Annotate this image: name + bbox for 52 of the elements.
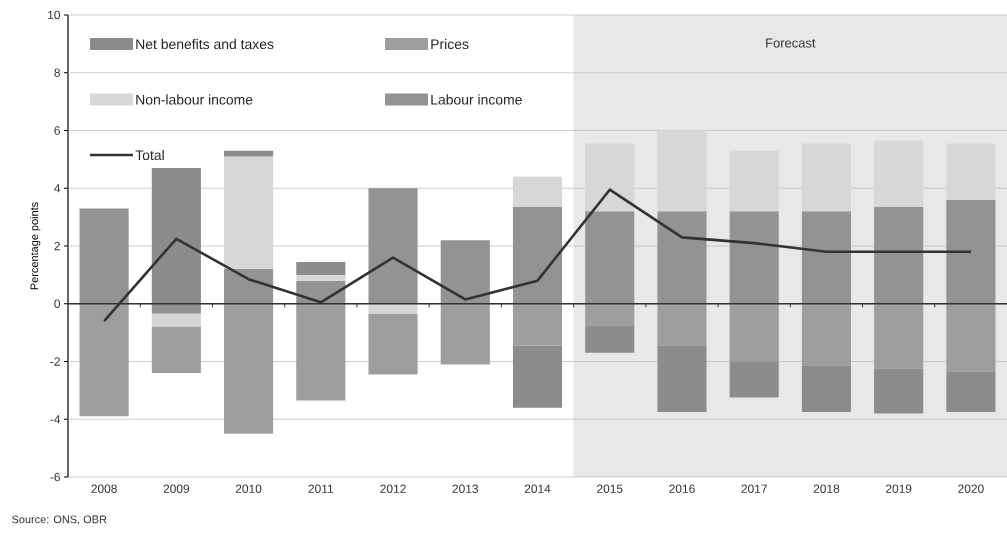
- bar: [151, 313, 201, 327]
- y-tick-label: 4: [54, 184, 61, 193]
- bar: [801, 143, 851, 212]
- x-tick-label: 2018: [813, 484, 840, 493]
- bar: [946, 143, 996, 200]
- y-tick-label: -2: [50, 357, 60, 366]
- bar: [729, 150, 779, 212]
- x-tick-label: 2009: [163, 484, 190, 493]
- bar: [296, 274, 346, 281]
- legend-label: Total: [135, 149, 164, 161]
- bar: [151, 326, 201, 374]
- bar: [224, 156, 274, 270]
- legend-label: Labour income: [431, 94, 522, 105]
- y-tick-label: 6: [54, 126, 60, 135]
- y-tick-label: 8: [54, 68, 60, 77]
- y-tick-label: -6: [50, 472, 60, 482]
- bar: [729, 361, 779, 398]
- legend-label: Net benefits and taxes: [136, 38, 274, 50]
- bar: [585, 143, 635, 212]
- legend-label: Non-labour income: [136, 94, 253, 105]
- x-tick-label: 2010: [235, 484, 262, 493]
- band-label: Forecast: [766, 38, 816, 48]
- x-tick-label: 2017: [741, 484, 767, 493]
- y-tick-label: 2: [54, 241, 60, 251]
- x-tick-label: 2008: [91, 484, 117, 493]
- bar: [946, 371, 996, 413]
- bar: [874, 140, 924, 208]
- bar: [657, 130, 707, 212]
- y-tick-label: 0: [54, 299, 61, 308]
- bar: [585, 325, 635, 353]
- bar: [512, 176, 563, 208]
- x-tick-label: 2020: [958, 484, 984, 493]
- x-tick-label: 2012: [380, 484, 406, 493]
- x-tick-label: 2011: [308, 484, 334, 493]
- legend-label: Prices: [431, 38, 469, 50]
- bar: [657, 345, 707, 413]
- bar: [801, 365, 851, 413]
- x-tick-label: 2013: [452, 484, 479, 493]
- bar: [368, 313, 418, 375]
- bar: [512, 345, 563, 408]
- x-tick-label: 2015: [597, 484, 623, 493]
- bar: [874, 368, 924, 414]
- y-tick-label: -4: [50, 415, 61, 424]
- bar: [368, 188, 418, 304]
- bar: [368, 303, 418, 314]
- x-tick-label: 2014: [524, 484, 551, 493]
- x-tick-label: 2019: [885, 484, 912, 493]
- x-tick-label: 2016: [669, 484, 695, 493]
- bar: [296, 261, 346, 275]
- y-tick-label: 10: [48, 10, 61, 20]
- y-axis-title: Percentage points: [30, 202, 41, 290]
- source-note: Source: ONS, OBR: [12, 515, 107, 525]
